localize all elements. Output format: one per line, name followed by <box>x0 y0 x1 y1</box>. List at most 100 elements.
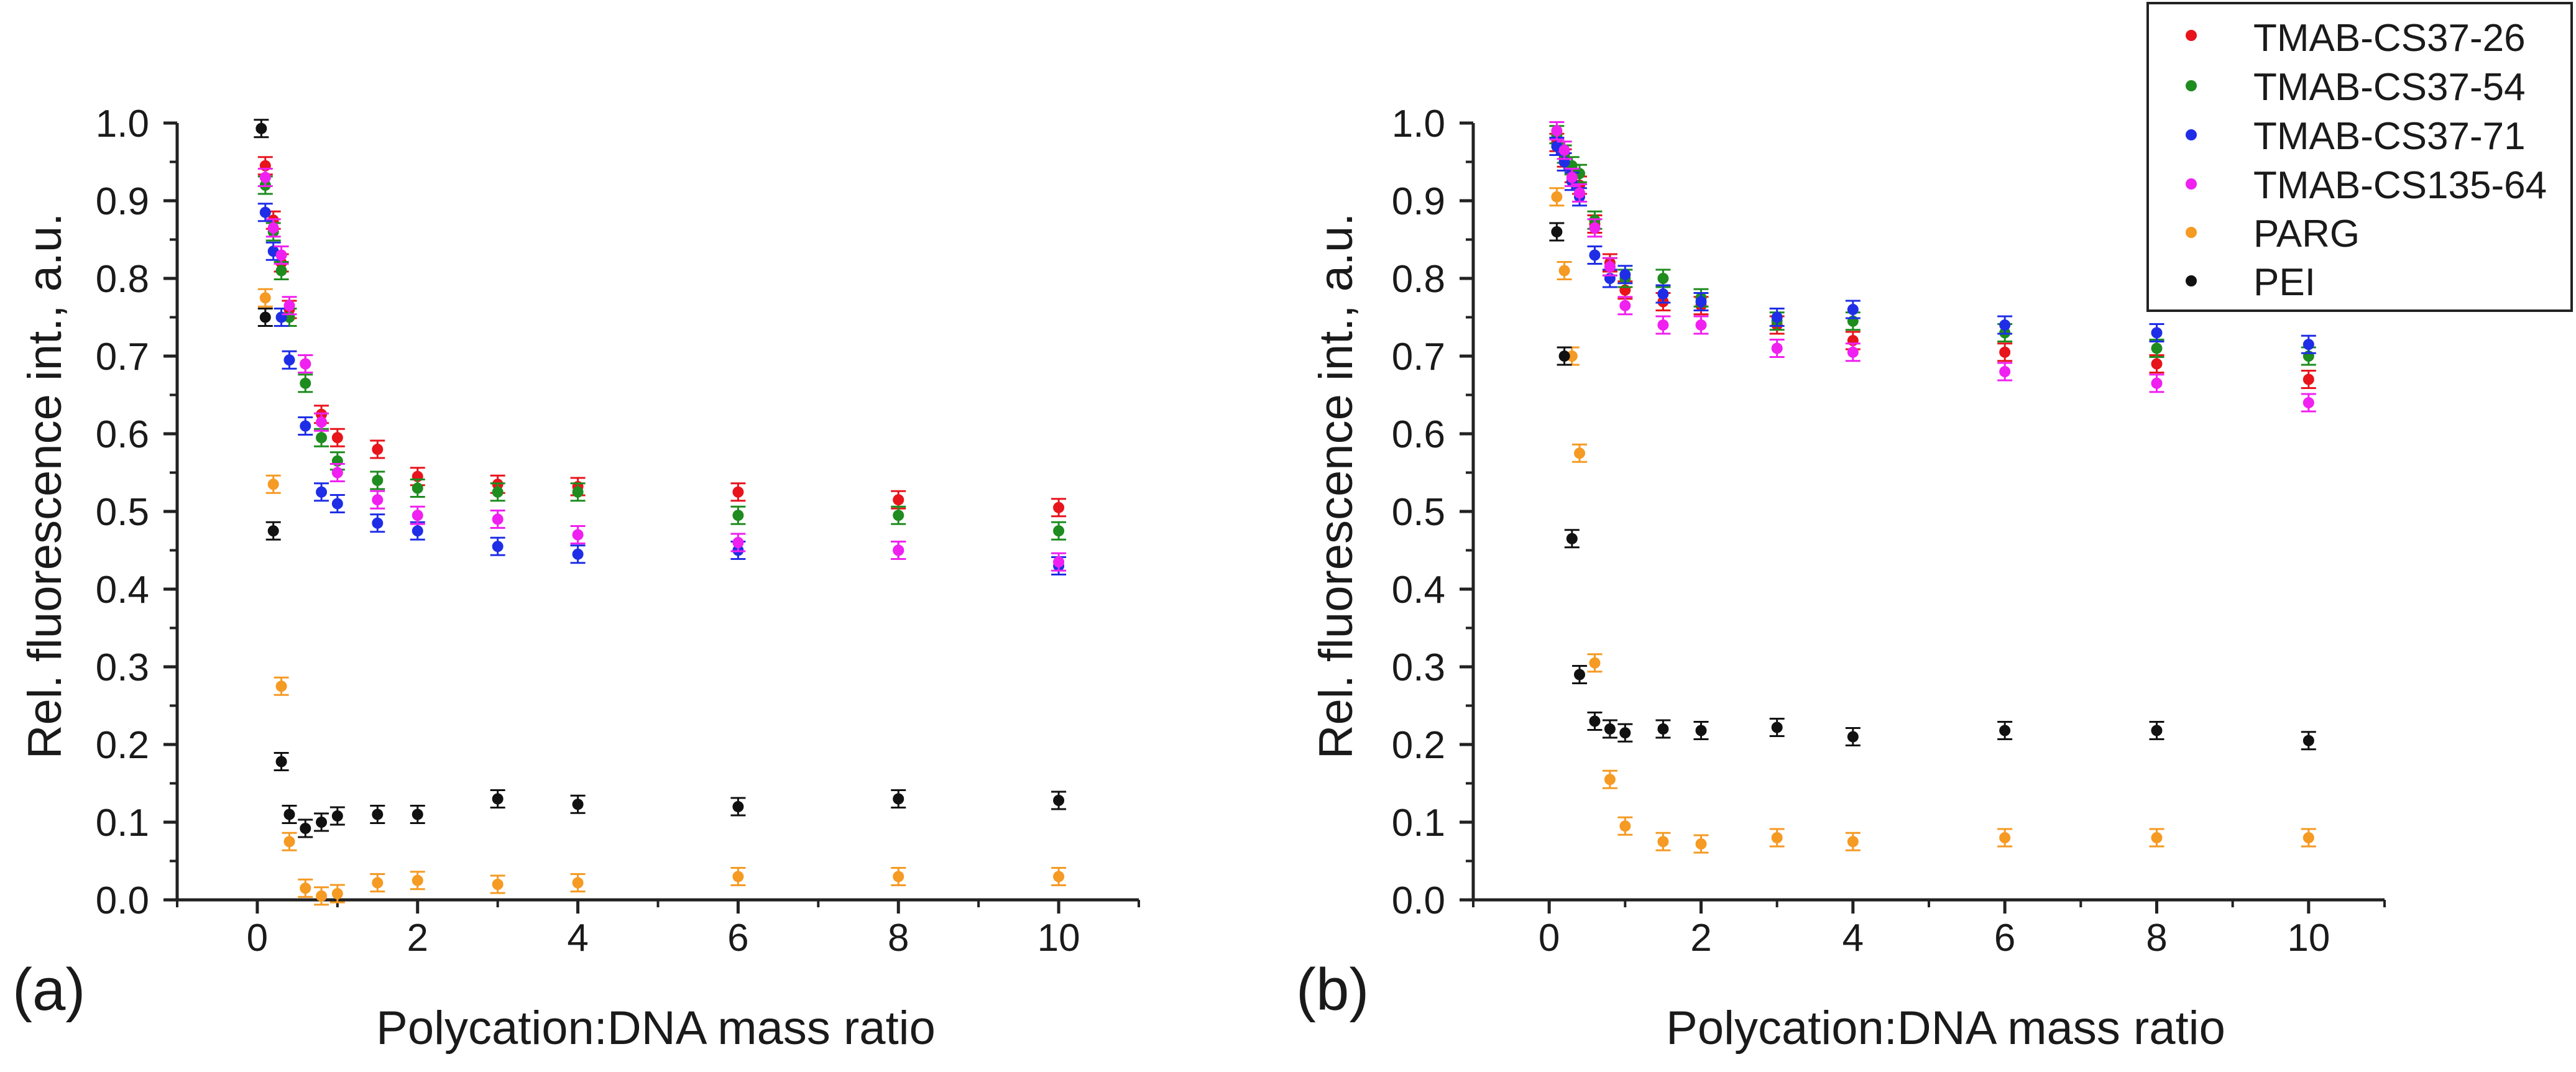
y-tick-label: 0.3 <box>96 646 149 689</box>
data-point <box>1657 836 1669 848</box>
legend-label: PARG <box>2253 213 2360 255</box>
data-point <box>2151 358 2163 370</box>
data-point <box>1558 144 1570 156</box>
data-point <box>1574 669 1586 680</box>
data-point <box>300 377 311 389</box>
data-point <box>1695 319 1707 331</box>
data-point <box>283 836 295 848</box>
data-point <box>492 879 504 890</box>
data-point <box>275 680 287 692</box>
data-point <box>1604 261 1616 273</box>
legend-label: PEI <box>2253 261 2316 304</box>
data-point <box>275 249 287 261</box>
data-point <box>572 529 584 541</box>
y-tick-label: 0.6 <box>1392 413 1445 456</box>
data-point <box>331 888 343 899</box>
data-point <box>2151 832 2163 843</box>
panel-b-label: (b) <box>1296 956 1369 1023</box>
panel-a-plot: 0.0 0.1 0.2 0.3 0.4 0.5 0.6 0.7 0.8 0.9 1.0 0 2 4 6 8 10 <box>96 103 1140 960</box>
data-point <box>1847 836 1859 848</box>
y-tick-label: 0.2 <box>96 724 149 767</box>
data-point <box>1999 366 2011 377</box>
data-point <box>316 817 328 828</box>
data-point <box>1657 288 1669 300</box>
panel-b-ylabel: Rel. fluorescence int., a.u. <box>1310 213 1363 759</box>
x-tick-label: 6 <box>1994 917 2015 960</box>
data-point <box>372 877 384 889</box>
data-point <box>893 793 904 805</box>
legend-marker <box>2186 129 2197 140</box>
data-point <box>732 801 744 812</box>
panel-a-xlabel: Polycation:DNA mass ratio <box>376 1002 936 1055</box>
data-point <box>732 486 744 498</box>
data-point <box>275 311 287 323</box>
data-point <box>1847 346 1859 358</box>
data-point <box>1589 222 1601 234</box>
data-point <box>572 799 584 810</box>
series-tmab-cs37-26 <box>257 156 1067 518</box>
series-pei <box>1549 222 2316 751</box>
data-point <box>1589 657 1601 669</box>
data-point <box>732 871 744 882</box>
legend-label: TMAB-CS37-71 <box>2253 115 2526 158</box>
legend-label: TMAB-CS37-54 <box>2253 66 2526 109</box>
data-point <box>893 510 904 521</box>
data-point <box>283 809 295 820</box>
data-point <box>267 479 279 490</box>
data-point <box>1574 187 1586 199</box>
data-point <box>259 172 271 183</box>
y-tick-label: 0.8 <box>96 258 149 301</box>
data-point <box>893 544 904 556</box>
data-point <box>732 510 744 521</box>
data-point <box>2302 735 2314 746</box>
data-point <box>275 756 287 767</box>
data-point <box>1771 722 1783 733</box>
y-tick-label: 0.5 <box>1392 491 1445 534</box>
data-point <box>1657 273 1669 284</box>
panel-b-xlabel: Polycation:DNA mass ratio <box>1666 1002 2225 1055</box>
y-tick-label: 0.4 <box>1392 569 1445 612</box>
data-point <box>1604 723 1616 735</box>
data-point <box>1551 125 1563 137</box>
legend-marker <box>2186 178 2197 190</box>
data-point <box>1771 342 1783 354</box>
series-tmab-cs135-64 <box>1549 121 2316 413</box>
data-point <box>372 444 384 455</box>
legend-marker <box>2186 30 2197 41</box>
y-tick-label: 0.7 <box>96 336 149 378</box>
x-tick-label: 10 <box>1037 917 1080 960</box>
data-point <box>492 541 504 552</box>
data-point <box>2302 832 2314 843</box>
data-point <box>372 475 384 486</box>
data-point <box>331 498 343 510</box>
data-point <box>2151 725 2163 736</box>
data-point <box>2302 373 2314 385</box>
data-point <box>1589 715 1601 727</box>
legend-label: TMAB-CS135-64 <box>2253 164 2547 207</box>
data-point <box>572 486 584 498</box>
data-point <box>1558 265 1570 277</box>
data-point <box>1574 447 1586 459</box>
data-point <box>331 810 343 822</box>
data-point <box>492 793 504 805</box>
data-point <box>1053 525 1065 537</box>
data-point <box>331 432 343 444</box>
data-point <box>1558 350 1570 362</box>
data-point <box>2151 327 2163 339</box>
series-parg <box>257 288 1067 906</box>
x-tick-label: 6 <box>727 917 748 960</box>
data-point <box>893 494 904 506</box>
data-point <box>1551 191 1563 203</box>
data-point <box>372 494 384 506</box>
data-point <box>1566 533 1578 544</box>
x-tick-label: 8 <box>888 917 909 960</box>
data-point <box>300 358 311 370</box>
y-tick-label: 0.0 <box>1392 879 1445 922</box>
data-point <box>316 432 328 444</box>
legend-item: TMAB-CS37-71 <box>2186 115 2526 158</box>
data-point <box>1657 723 1669 735</box>
data-point <box>1566 172 1578 183</box>
x-tick-label: 8 <box>2146 917 2167 960</box>
x-tick-label: 4 <box>567 917 588 960</box>
